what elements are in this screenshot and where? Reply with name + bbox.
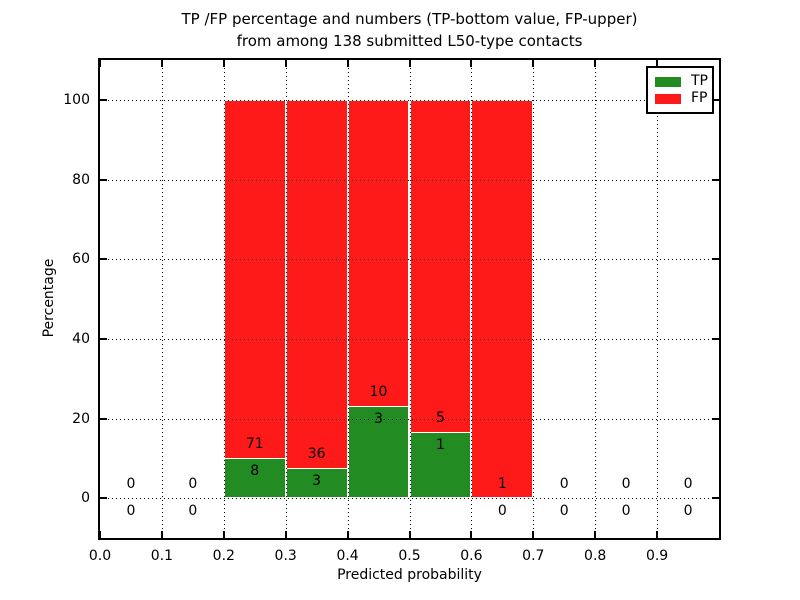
- tick-y-right-20: [712, 417, 719, 420]
- tick-x-top-0.2: [222, 60, 225, 67]
- tick-x-top-0.5: [408, 60, 411, 67]
- tick-x-bottom-0.6: [470, 531, 473, 538]
- x-tick-label-0.3: 0.3: [274, 548, 297, 564]
- label-tp-count-0.9-1.0: 0: [683, 503, 693, 520]
- tick-x-bottom-0.1: [160, 531, 163, 538]
- label-tp-count-0.5-0.6: 1: [435, 436, 445, 453]
- tick-y-right-0: [712, 497, 719, 500]
- legend: TP FP: [646, 66, 714, 114]
- tick-x-bottom-0.3: [284, 531, 287, 538]
- chart-title: TP /FP percentage and numbers (TP-bottom…: [98, 8, 721, 52]
- label-fp-count-0.2-0.3: 71: [245, 435, 264, 452]
- tick-x-bottom-0.8: [594, 531, 597, 538]
- label-tp-count-0.8-0.9: 0: [621, 503, 631, 520]
- tick-x-bottom-0.0: [99, 531, 101, 538]
- tick-y-left-40: [100, 337, 107, 340]
- x-tick-label-0.1: 0.1: [150, 548, 174, 564]
- tick-y-left-100: [100, 98, 107, 101]
- gridline-x-0.2: [223, 60, 225, 538]
- y-tick-label-60: 60: [72, 251, 90, 268]
- label-fp-count-0.8-0.9: 0: [621, 476, 631, 493]
- gridline-x-0.7: [533, 60, 535, 538]
- tick-y-right-80: [712, 178, 719, 181]
- y-axis-label: Percentage: [41, 258, 57, 338]
- x-tick-label-0.8: 0.8: [584, 548, 607, 564]
- tick-x-bottom-0.9: [656, 531, 659, 538]
- tick-y-left-60: [100, 258, 107, 261]
- y-tick-label-80: 80: [72, 171, 90, 188]
- bar-fp-0.6-0.7: [471, 99, 534, 499]
- x-tick-label-0.7: 0.7: [522, 548, 545, 564]
- bar-tp-0.2-0.3: [223, 457, 286, 499]
- tick-x-bottom-0.7: [532, 531, 535, 538]
- x-tick-label-0.0: 0.0: [88, 548, 112, 564]
- x-tick-label-0.9: 0.9: [645, 548, 669, 564]
- label-fp-count-0.0-0.1: 0: [126, 476, 136, 493]
- tick-y-left-80: [100, 178, 107, 181]
- gridline-x-0.9: [657, 60, 659, 538]
- gridline-x-0.5: [409, 60, 411, 538]
- tick-x-top-0.4: [346, 60, 349, 67]
- label-fp-count-0.6-0.7: 1: [497, 476, 507, 493]
- label-fp-count-0.1-0.2: 0: [188, 476, 198, 493]
- label-tp-count-0.1-0.2: 0: [188, 503, 198, 520]
- label-tp-count-0.6-0.7: 0: [497, 503, 507, 520]
- label-tp-count-0.3-0.4: 3: [312, 472, 322, 489]
- tick-y-right-60: [712, 258, 719, 261]
- label-tp-count-0.4-0.5: 3: [374, 411, 383, 428]
- tick-x-top-0.7: [532, 60, 535, 67]
- x-axis-label: Predicted probability: [337, 567, 482, 583]
- label-fp-count-0.3-0.4: 36: [307, 445, 326, 462]
- tick-x-top-0.1: [160, 60, 163, 67]
- x-tick-label-0.2: 0.2: [212, 548, 235, 564]
- tick-y-left-20: [100, 417, 107, 420]
- label-tp-count-0.2-0.3: 8: [250, 462, 260, 479]
- tick-x-top-0.3: [284, 60, 287, 67]
- tick-x-top-0.0: [99, 60, 101, 67]
- gridline-x-0.8: [595, 60, 597, 538]
- legend-label-fp: FP: [691, 90, 708, 106]
- label-tp-count-0.0-0.1: 0: [126, 503, 136, 520]
- tick-x-top-0.9: [656, 60, 659, 67]
- chart-title-line2: from among 138 submitted L50-type contac…: [236, 32, 583, 50]
- legend-item-tp: TP: [655, 73, 708, 90]
- tick-y-left-0: [100, 497, 107, 500]
- tick-x-bottom-0.2: [222, 531, 225, 538]
- y-tick-label-40: 40: [72, 330, 90, 347]
- legend-item-fp: FP: [655, 90, 708, 107]
- plot-area: 0 0 0 0 71 8 36 3 10 3 5 1 1 0 0 0 0 0 0 0: [98, 58, 721, 540]
- y-tick-label-20: 20: [72, 410, 90, 427]
- fp-swatch-icon: [655, 93, 681, 104]
- tick-x-top-0.8: [594, 60, 597, 67]
- label-fp-count-0.9-1.0: 0: [683, 476, 693, 493]
- gridline-x-0.1: [161, 60, 163, 538]
- label-fp-count-0.7-0.8: 0: [559, 476, 569, 493]
- tick-x-bottom-0.4: [346, 531, 349, 538]
- tick-y-right-40: [712, 337, 719, 340]
- y-tick-label-0: 0: [81, 490, 90, 507]
- label-fp-count-0.4-0.5: 10: [369, 384, 388, 401]
- y-tick-label-100: 100: [63, 91, 90, 108]
- tick-y-right-100: [712, 98, 719, 101]
- gridline-x-0.4: [347, 60, 349, 538]
- legend-label-tp: TP: [691, 73, 708, 89]
- gridline-x-0.3: [285, 60, 287, 538]
- x-tick-label-0.4: 0.4: [336, 548, 359, 564]
- x-tick-label-0.6: 0.6: [460, 548, 483, 564]
- tick-x-bottom-0.5: [408, 531, 411, 538]
- label-fp-count-0.5-0.6: 5: [435, 409, 445, 426]
- chart-title-line1: TP /FP percentage and numbers (TP-bottom…: [181, 10, 638, 28]
- tp-swatch-icon: [655, 76, 681, 87]
- label-tp-count-0.7-0.8: 0: [559, 503, 569, 520]
- gridline-x-0.6: [471, 60, 473, 538]
- x-tick-label-0.5: 0.5: [398, 548, 421, 564]
- bar-fp-0.3-0.4: [285, 99, 348, 499]
- tick-x-top-0.6: [470, 60, 473, 67]
